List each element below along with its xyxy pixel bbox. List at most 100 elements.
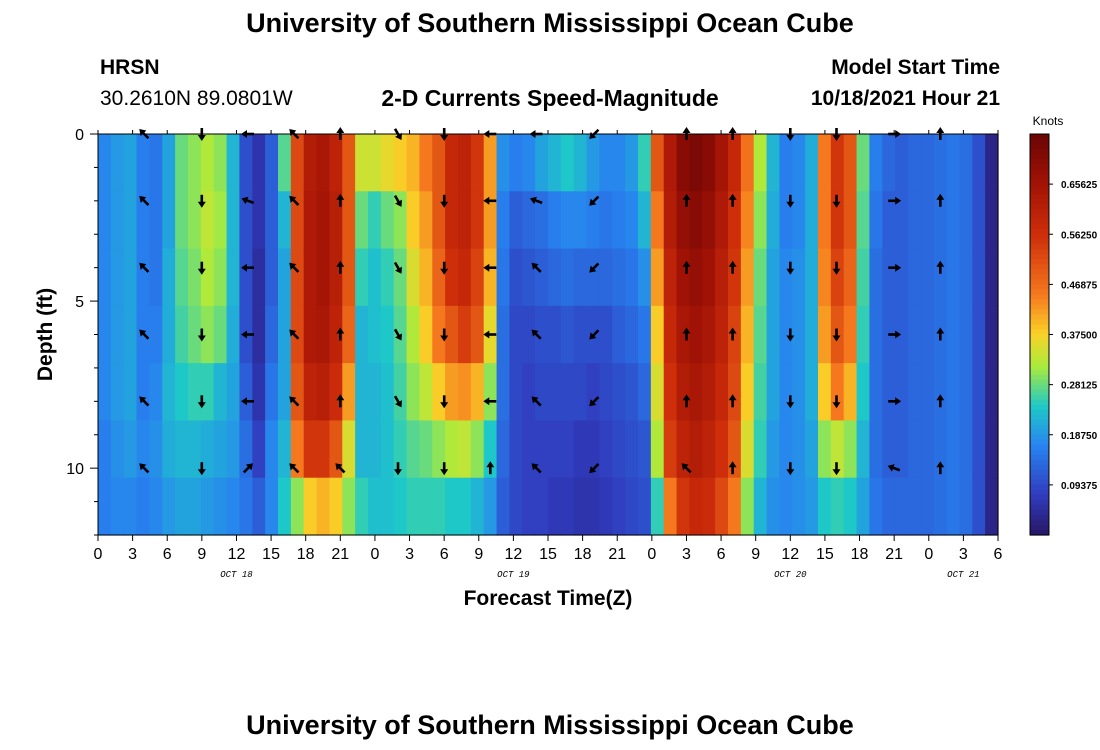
colorbar-segment — [1030, 299, 1049, 306]
x-tick-label: 21 — [608, 546, 626, 563]
heatmap-cell — [278, 305, 292, 364]
heatmap-cell — [882, 248, 896, 307]
heatmap-cell — [599, 191, 613, 250]
current-arrow — [888, 330, 902, 339]
heatmap-cell — [560, 477, 575, 536]
heatmap-cell — [818, 248, 832, 307]
heatmap-cell — [380, 248, 395, 307]
heatmap-cell — [149, 134, 163, 192]
heatmap-cell — [856, 191, 871, 250]
heatmap-cell — [535, 248, 549, 307]
heatmap-cell — [406, 420, 421, 479]
heatmap-cell — [393, 363, 408, 422]
date-label: OCT 18 — [220, 570, 253, 580]
current-arrow — [289, 329, 300, 340]
current-arrow — [786, 328, 795, 342]
colorbar-segment — [1030, 214, 1049, 220]
colorbar-segment — [1030, 454, 1049, 461]
heatmap-cell — [509, 363, 523, 422]
colorbar-segment — [1030, 189, 1049, 195]
heatmap-cell — [599, 134, 613, 192]
heatmap-cell — [162, 363, 176, 422]
colorbar-segment — [1030, 519, 1049, 526]
heatmap-cell — [278, 191, 292, 250]
heatmap-cell — [959, 363, 973, 422]
heatmap-cell — [856, 477, 871, 536]
heatmap-cell — [278, 420, 292, 479]
heatmap-cell — [213, 248, 228, 307]
current-arrow — [888, 196, 902, 205]
heatmap-cell — [869, 305, 883, 364]
heatmap-cell — [445, 248, 459, 307]
heatmap-cell — [972, 134, 986, 192]
heatmap-cell — [535, 363, 549, 422]
heatmap-cell — [419, 363, 433, 422]
heatmap-cell — [470, 134, 485, 192]
heatmap-cell — [342, 305, 356, 364]
heatmap-cell — [458, 420, 472, 479]
heatmap-cell — [380, 134, 395, 192]
current-arrow — [289, 463, 300, 474]
heatmap-cell — [985, 191, 999, 250]
y-tick-label: 5 — [75, 294, 84, 311]
heatmap-cell — [792, 420, 806, 479]
heatmap-cell — [535, 305, 549, 364]
heatmap-cell — [290, 134, 305, 192]
heatmap-cell — [650, 477, 665, 536]
heatmap-cells — [98, 134, 999, 536]
current-arrow — [936, 127, 945, 140]
heatmap-cell — [920, 134, 935, 192]
heatmap-cell — [882, 477, 896, 536]
heatmap-cell — [818, 420, 832, 479]
heatmap-cell — [843, 477, 858, 536]
colorbar-segment — [1030, 219, 1049, 225]
heatmap-cell — [213, 134, 228, 192]
heatmap-cell — [432, 420, 446, 479]
heatmap-cell — [728, 477, 742, 536]
heatmap-cell — [779, 305, 793, 364]
heatmap-cell — [98, 134, 112, 192]
heatmap-cell — [869, 363, 883, 422]
heatmap-cell — [98, 191, 112, 250]
heatmap-cell — [509, 420, 523, 479]
heatmap-cell — [676, 477, 691, 536]
heatmap-cell — [98, 477, 112, 536]
heatmap-cell — [972, 191, 986, 250]
heatmap-cell — [830, 420, 845, 479]
current-arrow — [786, 261, 795, 275]
heatmap-cell — [779, 477, 793, 536]
heatmap-cell — [650, 420, 665, 479]
heatmap-cell — [933, 363, 948, 422]
x-tick-label: 0 — [924, 546, 933, 563]
current-arrow — [589, 396, 600, 407]
colorbar-segment — [1030, 134, 1049, 140]
colorbar-segment — [1030, 529, 1049, 536]
heatmap-cell — [805, 477, 819, 536]
heatmap-cell — [252, 248, 266, 307]
heatmap-cell — [200, 191, 215, 250]
heatmap-cell — [882, 191, 896, 250]
colorbar-segment — [1030, 369, 1049, 376]
heatmap-cell — [483, 134, 498, 192]
x-tick-label: 12 — [504, 546, 522, 563]
x-axis-label: Forecast Time(Z) — [464, 587, 633, 610]
current-arrow — [197, 261, 206, 275]
heatmap-cell — [213, 420, 228, 479]
heatmap-cell — [792, 248, 806, 307]
heatmap-cell — [676, 305, 691, 364]
heatmap-cell — [239, 191, 253, 250]
heatmap-cell — [638, 191, 652, 250]
colorbar-segment — [1030, 384, 1049, 391]
heatmap-cell — [779, 134, 793, 192]
current-arrow — [682, 327, 691, 341]
heatmap-cell — [535, 477, 549, 536]
heatmap-cell — [290, 477, 305, 536]
heatmap-cell — [612, 420, 626, 479]
heatmap-cell — [689, 477, 703, 536]
colorbar-segment — [1030, 344, 1049, 351]
current-arrow — [888, 263, 902, 272]
heatmap-cell — [638, 420, 652, 479]
current-arrow — [242, 463, 253, 474]
current-arrow — [336, 260, 345, 274]
heatmap-cell — [380, 363, 395, 422]
